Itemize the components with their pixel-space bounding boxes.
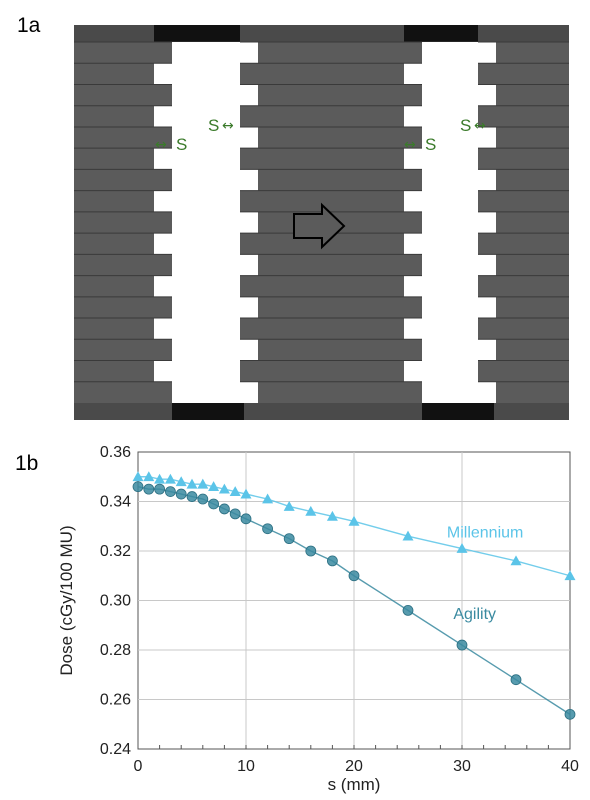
right-arrow-icon xyxy=(293,202,346,250)
millennium-point xyxy=(326,510,338,521)
gap-label-s: S xyxy=(208,116,219,135)
x-tick-label: 10 xyxy=(237,758,255,775)
agility-point xyxy=(402,604,414,616)
y-tick-label: 0.36 xyxy=(100,444,131,461)
agility-point xyxy=(564,708,576,720)
millennium-point xyxy=(154,473,166,484)
millennium-point xyxy=(208,481,220,492)
panel-b-label: 1b xyxy=(15,452,39,475)
x-tick-label: 30 xyxy=(453,758,471,775)
agility-point xyxy=(229,508,241,520)
millennium-point xyxy=(218,483,230,494)
agility-point xyxy=(326,555,338,567)
agility-point xyxy=(164,486,176,497)
panel-a-label: 1a xyxy=(17,14,41,37)
agility-point xyxy=(348,570,360,582)
agility-point xyxy=(208,498,220,510)
agility-point xyxy=(197,493,209,505)
double-arrow-icon: ↔ xyxy=(222,118,234,134)
dose-vs-gap-chart: 0 10 20 30 40 0.24 0.26 0.28 0.30 0.32 0.34 0.36 s (… xyxy=(57,444,579,794)
x-tick-label: 20 xyxy=(345,758,363,775)
millennium-point xyxy=(564,570,576,581)
bottom-jaw-dark-left xyxy=(172,403,244,420)
bottom-jaw-dark-right xyxy=(422,403,494,420)
agility-point xyxy=(175,488,187,500)
top-jaw-bar xyxy=(74,25,569,42)
agility-point xyxy=(262,523,274,535)
agility-point xyxy=(283,533,295,545)
y-tick-label: 0.24 xyxy=(100,741,131,758)
double-arrow-icon: ↔ xyxy=(474,118,486,134)
opening-right xyxy=(422,42,478,403)
y-axis-label: Dose (cGy/100 MU) xyxy=(57,525,76,675)
series-label-millennium: Millennium xyxy=(447,524,523,541)
agility-point xyxy=(186,491,198,502)
agility-point xyxy=(132,481,144,493)
agility-point xyxy=(154,483,166,495)
millennium-point xyxy=(456,543,468,553)
millennium-point xyxy=(510,555,522,566)
millennium-point xyxy=(348,515,360,526)
x-tick-label: 0 xyxy=(134,758,143,775)
y-tick-label: 0.28 xyxy=(100,642,131,659)
millennium-point xyxy=(229,486,241,496)
millennium-point xyxy=(240,488,252,499)
y-tick-label: 0.26 xyxy=(100,692,131,709)
bottom-jaw-bar xyxy=(74,403,569,420)
y-tick-label: 0.32 xyxy=(100,543,131,560)
millennium-point xyxy=(283,500,295,511)
double-arrow-icon: ↔ xyxy=(155,137,167,153)
millennium-point xyxy=(143,471,155,482)
opening-left xyxy=(172,42,240,403)
mlc-leaf-diagram: ↔ S ↔ SS ↔ S ↔ xyxy=(74,25,569,420)
y-tick-label: 0.34 xyxy=(100,494,131,511)
gap-label-s: S xyxy=(460,116,471,135)
millennium-point xyxy=(175,476,187,487)
millennium-point xyxy=(164,473,176,484)
x-axis-label: s (mm) xyxy=(328,775,381,794)
double-arrow-icon: ↔ xyxy=(404,137,416,153)
millennium-point xyxy=(305,505,317,516)
gap-label-s: S xyxy=(425,135,436,154)
series-label-agility: Agility xyxy=(453,606,496,623)
millennium-point xyxy=(132,471,144,482)
y-tick-label: 0.30 xyxy=(100,593,131,610)
top-jaw-dark-left xyxy=(154,25,240,42)
millennium-point xyxy=(197,478,209,489)
agility-point xyxy=(218,503,230,515)
agility-point xyxy=(240,513,252,525)
top-jaw-dark-right xyxy=(404,25,478,42)
millennium-point xyxy=(186,478,198,489)
agility-point xyxy=(143,483,155,495)
x-tick-label: 40 xyxy=(561,758,579,775)
millennium-point xyxy=(262,493,274,504)
gap-label-s: S xyxy=(176,135,187,154)
millennium-point xyxy=(402,530,414,541)
agility-point xyxy=(456,639,468,651)
agility-point xyxy=(305,545,317,557)
agility-point xyxy=(510,674,522,686)
